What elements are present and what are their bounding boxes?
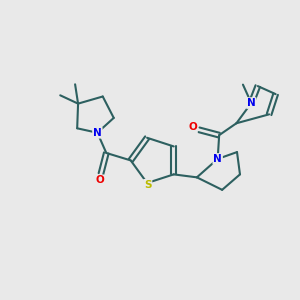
- Text: N: N: [93, 128, 102, 138]
- Text: O: O: [188, 122, 197, 132]
- Text: N: N: [213, 154, 222, 164]
- Text: N: N: [247, 98, 256, 108]
- Text: S: S: [144, 180, 152, 190]
- Text: O: O: [95, 175, 104, 185]
